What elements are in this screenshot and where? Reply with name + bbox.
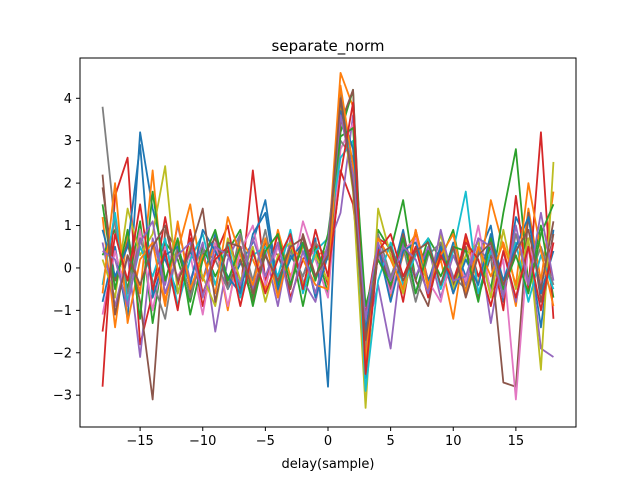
y-tick-label: −1 bbox=[53, 304, 72, 319]
series-line-s12 bbox=[101, 84, 555, 363]
series-line-s16 bbox=[101, 97, 555, 341]
y-tick-label: 1 bbox=[64, 219, 72, 234]
x-tick-label: 0 bbox=[324, 434, 332, 449]
series-line-s14 bbox=[101, 101, 555, 375]
x-tick-label: 10 bbox=[445, 434, 462, 449]
series-line-s7 bbox=[101, 122, 555, 401]
series-line-s15 bbox=[102, 114, 555, 320]
series-lines bbox=[101, 71, 555, 409]
x-tick-label: −15 bbox=[126, 434, 153, 449]
chart-title: separate_norm bbox=[272, 37, 385, 56]
x-tick-label: 15 bbox=[508, 434, 525, 449]
y-tick-label: 3 bbox=[64, 134, 72, 149]
x-tick-label: −5 bbox=[256, 434, 275, 449]
x-tick-label: −10 bbox=[189, 434, 216, 449]
x-tick-label: 5 bbox=[386, 434, 394, 449]
x-axis-label: delay(sample) bbox=[282, 457, 375, 472]
y-tick-label: 4 bbox=[64, 92, 72, 107]
y-tick-label: 2 bbox=[64, 177, 72, 192]
y-tick-label: 0 bbox=[64, 261, 72, 276]
y-tick-label: −2 bbox=[53, 346, 72, 361]
x-axis-ticks: −15 −10 −5 0 5 10 15 bbox=[126, 427, 524, 449]
y-axis-ticks: −3 −2 −1 0 1 2 3 4 bbox=[53, 92, 80, 404]
y-tick-label: −3 bbox=[53, 389, 72, 404]
